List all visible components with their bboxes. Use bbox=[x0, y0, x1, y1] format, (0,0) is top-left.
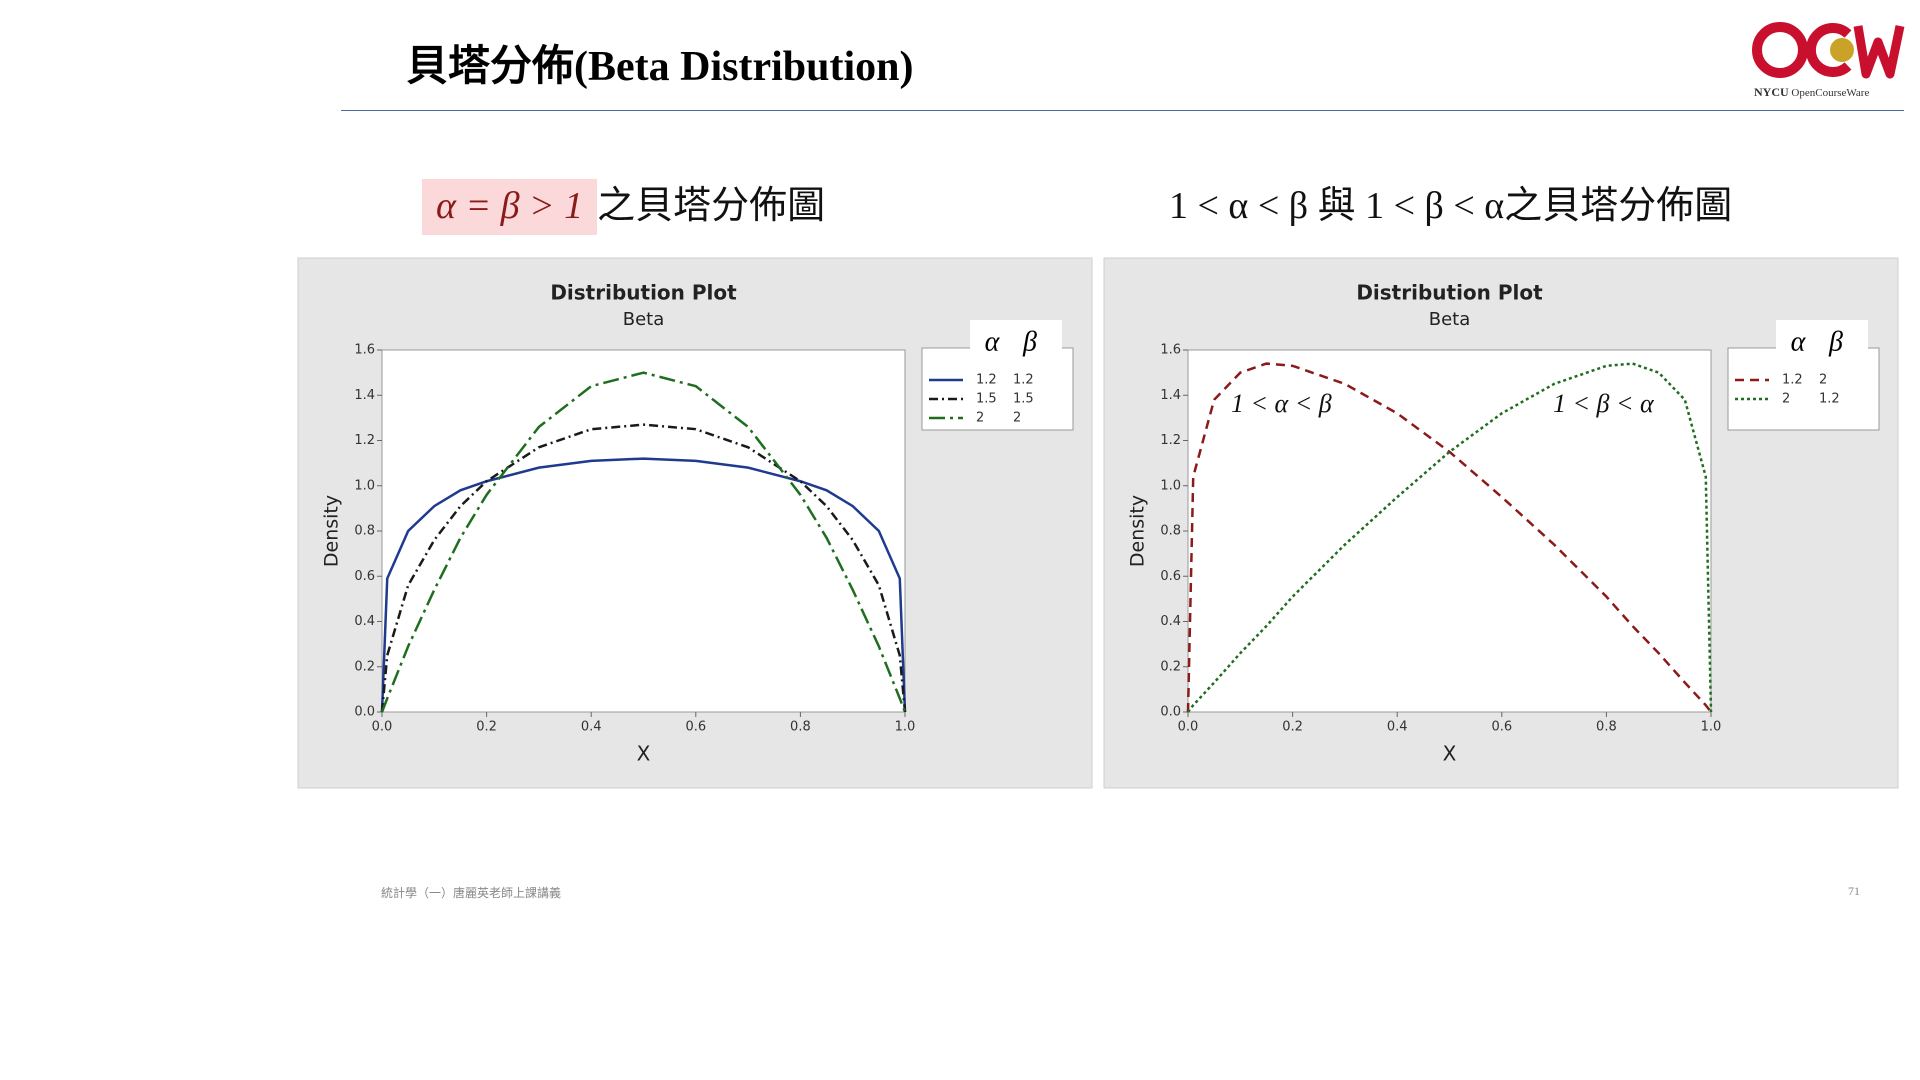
page-number: 71 bbox=[1848, 884, 1860, 898]
y-tick-label: 0.6 bbox=[1160, 569, 1181, 584]
legend-header-bg bbox=[970, 320, 1062, 358]
x-tick-label: 0.2 bbox=[1282, 720, 1303, 735]
legend-label: 1.2 bbox=[1819, 392, 1840, 407]
legend-title: β bbox=[1022, 326, 1037, 357]
y-tick-label: 0.4 bbox=[1160, 614, 1181, 629]
y-axis-label: Density bbox=[1127, 495, 1149, 567]
y-tick-label: 0.4 bbox=[354, 614, 375, 629]
y-tick-label: 1.0 bbox=[354, 478, 375, 493]
legend-title: α bbox=[985, 326, 1001, 357]
annotation: 1 < β < α bbox=[1553, 389, 1655, 418]
legend-label: 1.5 bbox=[976, 392, 997, 407]
y-tick-label: 1.2 bbox=[1160, 433, 1181, 448]
line-series bbox=[380, 423, 907, 713]
legend-header-bg bbox=[1776, 320, 1868, 358]
title-rule bbox=[341, 110, 1904, 111]
charts: Distribution Plot Beta 0.0 0.2 0.4 0.6 0.8 1.0 1… bbox=[297, 257, 1899, 789]
logo-org: NYCU bbox=[1754, 85, 1789, 99]
logo-dot bbox=[1830, 38, 1854, 62]
logo-o bbox=[1752, 22, 1808, 78]
line-series bbox=[1186, 362, 1712, 713]
x-tick-label: 0.4 bbox=[1387, 720, 1408, 735]
legend-label: 1.2 bbox=[1782, 373, 1803, 388]
legend-box bbox=[921, 347, 1074, 431]
y-tick-label: 0.8 bbox=[1160, 524, 1181, 539]
plot-area bbox=[1187, 349, 1712, 713]
y-tick-label: 0.0 bbox=[1160, 705, 1181, 720]
x-tick-label: 1.0 bbox=[1701, 720, 1722, 735]
chart: Distribution Plot Beta 0.0 0.2 0.4 0.6 0.8 1.0 1… bbox=[1103, 257, 1899, 789]
chart-title: Distribution Plot bbox=[550, 281, 737, 305]
chart-subtitle: Beta bbox=[1429, 309, 1471, 330]
logo-w bbox=[1853, 25, 1905, 79]
x-axis-label: X bbox=[1443, 742, 1457, 766]
x-tick-label: 0.8 bbox=[1596, 720, 1617, 735]
legend-title: α bbox=[1791, 326, 1807, 357]
legend-label: 1.2 bbox=[1013, 373, 1034, 388]
caption-highlight: α = β > 1 bbox=[422, 179, 598, 235]
x-tick-label: 0.0 bbox=[372, 720, 393, 735]
slide-title: 貝塔分佈(Beta Distribution) bbox=[406, 44, 914, 90]
legend-label: 2 bbox=[1013, 411, 1021, 426]
logo-c bbox=[1805, 23, 1852, 77]
logo-caption: NYCU OpenCourseWare bbox=[1754, 85, 1869, 100]
y-tick-label: 0.2 bbox=[1160, 659, 1181, 674]
y-tick-label: 1.6 bbox=[354, 343, 375, 358]
x-tick-label: 1.0 bbox=[895, 720, 916, 735]
chart: Distribution Plot Beta 0.0 0.2 0.4 0.6 0.8 1.0 1… bbox=[297, 257, 1093, 789]
legend-label: 2 bbox=[1819, 373, 1827, 388]
legend-box bbox=[1727, 347, 1880, 431]
x-tick-label: 0.6 bbox=[1491, 720, 1512, 735]
y-tick-label: 0.6 bbox=[354, 569, 375, 584]
x-tick-label: 0.4 bbox=[581, 720, 602, 735]
chart-title: Distribution Plot bbox=[1356, 281, 1543, 305]
x-tick-label: 0.6 bbox=[685, 720, 706, 735]
x-tick-label: 0.8 bbox=[790, 720, 811, 735]
line-series bbox=[380, 371, 907, 713]
caption: α = β > 1 之貝塔分佈圖 bbox=[422, 179, 826, 235]
legend-label: 1.2 bbox=[976, 373, 997, 388]
legend-label: 2 bbox=[976, 411, 984, 426]
y-tick-label: 0.2 bbox=[354, 659, 375, 674]
x-tick-label: 0.2 bbox=[476, 720, 497, 735]
line-series bbox=[380, 457, 907, 713]
legend-label: 1.5 bbox=[1013, 392, 1034, 407]
legend-label: 2 bbox=[1782, 392, 1790, 407]
plot-area bbox=[381, 349, 906, 713]
logo bbox=[1752, 22, 1905, 79]
x-axis-label: X bbox=[637, 742, 651, 766]
annotation: 1 < α < β bbox=[1231, 389, 1332, 418]
x-tick-label: 0.0 bbox=[1178, 720, 1199, 735]
y-axis-label: Density bbox=[321, 495, 343, 567]
footer: 統計學（一）唐麗英老師上課講義 bbox=[381, 886, 562, 900]
caption-text: 1 < α < β 與 1 < β < α之貝塔分佈圖 bbox=[1169, 185, 1733, 227]
y-tick-label: 1.6 bbox=[1160, 343, 1181, 358]
caption: 1 < α < β 與 1 < β < α之貝塔分佈圖 bbox=[1169, 180, 1732, 232]
y-tick-label: 0.0 bbox=[354, 705, 375, 720]
chart-subtitle: Beta bbox=[623, 309, 665, 330]
y-tick-label: 1.4 bbox=[354, 388, 375, 403]
y-tick-label: 1.4 bbox=[1160, 388, 1181, 403]
y-tick-label: 1.2 bbox=[354, 433, 375, 448]
y-tick-label: 1.0 bbox=[1160, 478, 1181, 493]
caption-text: 之貝塔分佈圖 bbox=[597, 185, 826, 227]
logo-sub: OpenCourseWare bbox=[1791, 87, 1870, 99]
legend-title: β bbox=[1828, 326, 1843, 357]
y-tick-label: 0.8 bbox=[354, 524, 375, 539]
